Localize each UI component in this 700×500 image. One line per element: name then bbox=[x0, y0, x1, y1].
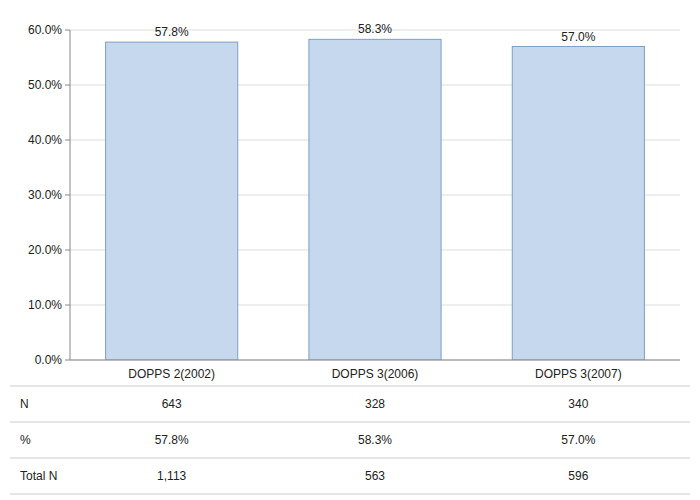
table-rule bbox=[10, 458, 690, 459]
table-row-label: % bbox=[20, 433, 31, 447]
bar bbox=[309, 39, 441, 360]
table-rule bbox=[10, 494, 690, 495]
y-tick-label: 40.0% bbox=[28, 133, 62, 147]
y-tick-label: 20.0% bbox=[28, 243, 62, 257]
data-label: 57.0% bbox=[561, 30, 595, 44]
y-tick bbox=[65, 250, 70, 251]
y-tick bbox=[65, 195, 70, 196]
table-cell: 58.3% bbox=[358, 433, 392, 447]
data-label: 58.3% bbox=[358, 22, 392, 36]
x-tick-label: DOPPS 3(2006) bbox=[332, 367, 419, 381]
chart: 0.0%10.0%20.0%30.0%40.0%50.0%60.0%57.8%5… bbox=[0, 0, 700, 500]
y-tick-label: 50.0% bbox=[28, 78, 62, 92]
y-tick-label: 30.0% bbox=[28, 188, 62, 202]
bar bbox=[512, 47, 644, 361]
x-axis: DOPPS 2(2002) DOPPS 3(2006) DOPPS 3(2007) bbox=[128, 367, 621, 381]
table-cell: 596 bbox=[568, 469, 588, 483]
y-axis: 0.0% 10.0% 20.0% 30.0% 40.0% 50.0% 60.0% bbox=[28, 23, 70, 367]
table-cell: 57.8% bbox=[155, 433, 189, 447]
y-tick bbox=[65, 360, 70, 361]
data-label: 57.8% bbox=[155, 25, 189, 39]
y-tick bbox=[65, 305, 70, 306]
x-tick-label: DOPPS 2(2002) bbox=[128, 367, 215, 381]
table-cell: 643 bbox=[162, 397, 182, 411]
y-tick bbox=[65, 85, 70, 86]
x-axis-line bbox=[70, 360, 680, 361]
table-rule bbox=[10, 422, 690, 423]
y-axis-line bbox=[70, 30, 71, 360]
table-cell: 563 bbox=[365, 469, 385, 483]
y-tick-label: 0.0% bbox=[35, 353, 63, 367]
table-row-label: N bbox=[20, 397, 29, 411]
y-tick-label: 10.0% bbox=[28, 298, 62, 312]
table: N 643 328 340% 57.8% 58.3% 57.0% Total N 1,113 56… bbox=[10, 386, 690, 494]
table-cell: 340 bbox=[568, 397, 588, 411]
table-rule bbox=[10, 386, 690, 387]
grid-line bbox=[70, 360, 680, 361]
table-cell: 57.0% bbox=[561, 433, 595, 447]
x-tick-label: DOPPS 3(2007) bbox=[535, 367, 622, 381]
bars bbox=[106, 39, 645, 360]
grid bbox=[70, 30, 680, 360]
data-labels: 57.8% 58.3% 57.0% bbox=[155, 22, 596, 43]
table-cell: 1,113 bbox=[157, 469, 186, 483]
y-tick-label: 60.0% bbox=[28, 23, 62, 37]
table-row-label: Total N bbox=[20, 469, 57, 483]
y-tick bbox=[65, 30, 70, 31]
y-tick bbox=[65, 140, 70, 141]
table-cell: 328 bbox=[365, 397, 385, 411]
bar bbox=[106, 42, 238, 360]
